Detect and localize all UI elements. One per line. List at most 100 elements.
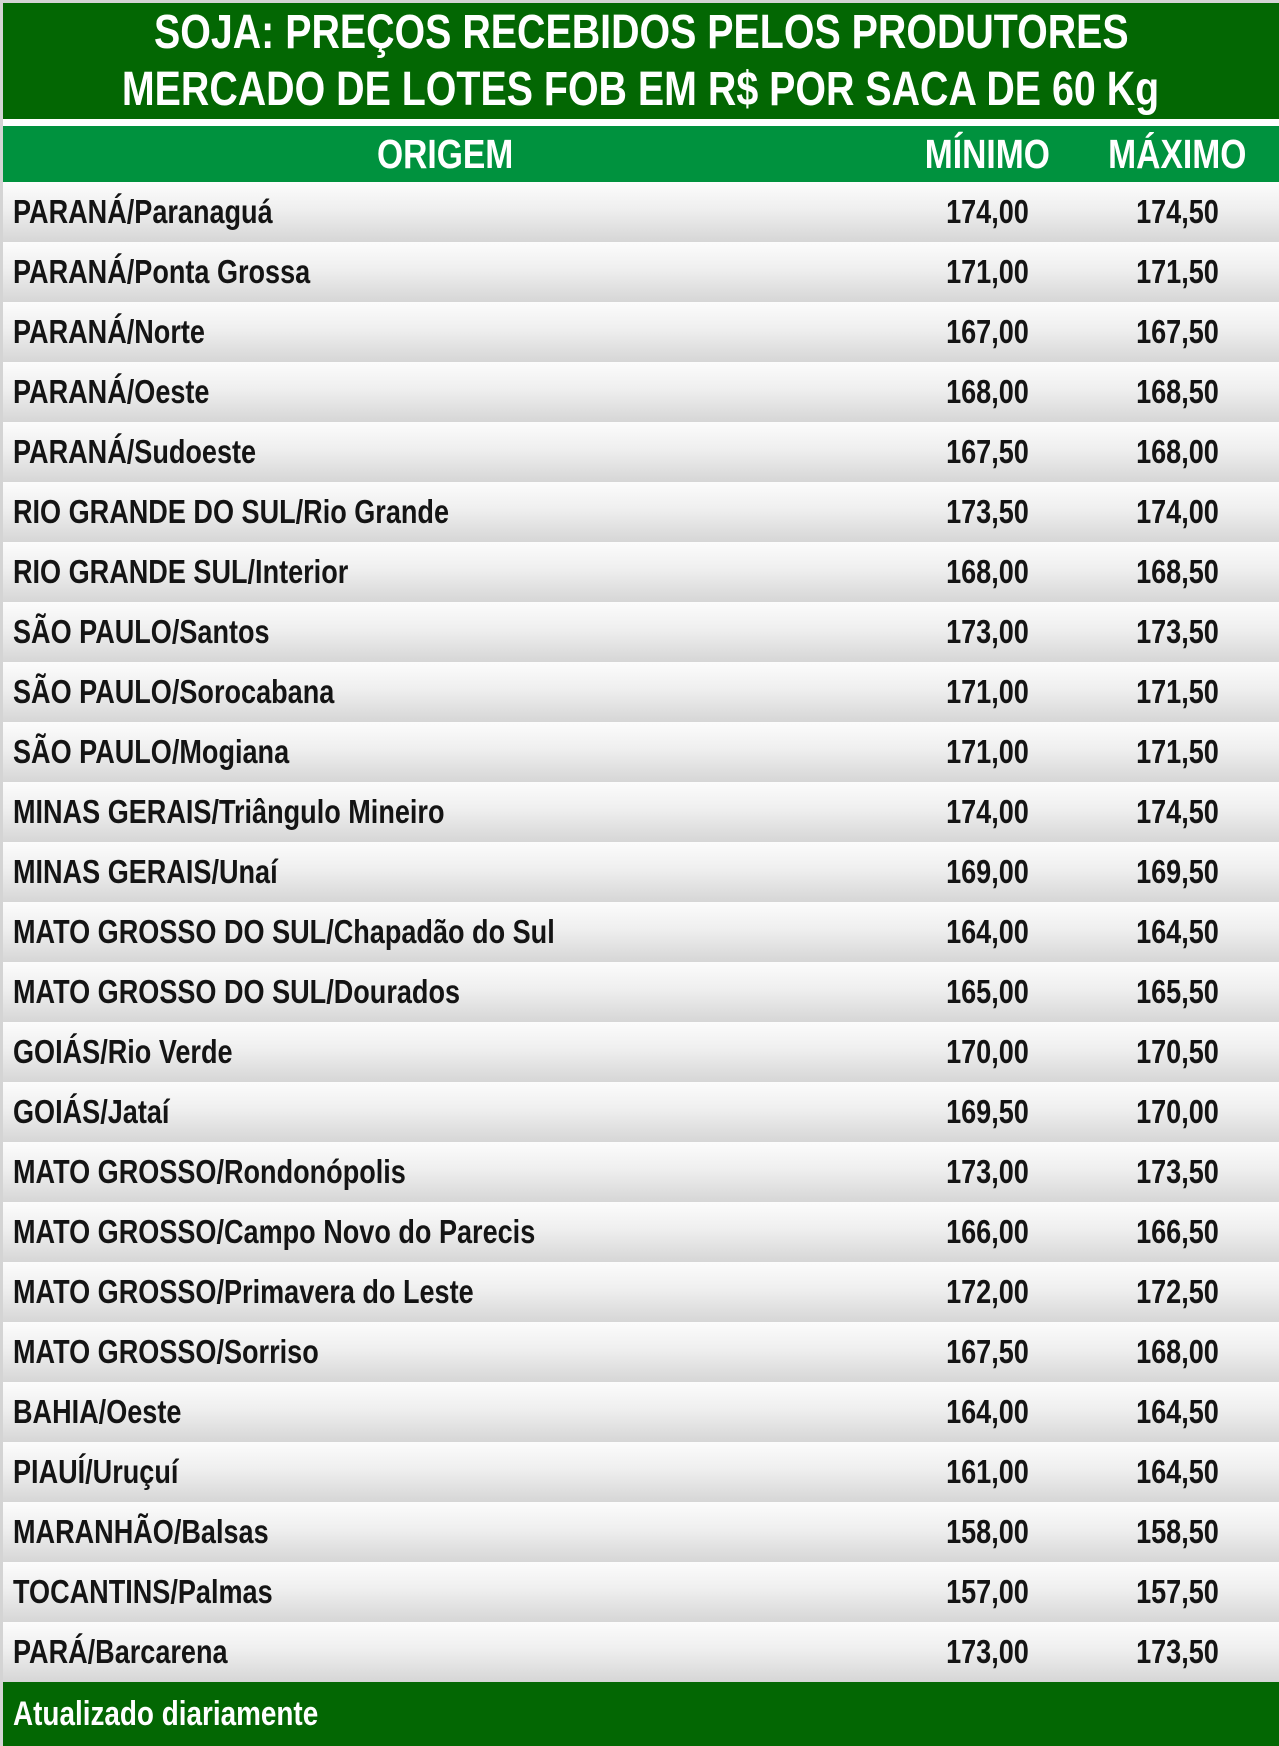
origin-label: PIAUÍ/Uruçuí bbox=[13, 1453, 179, 1490]
max-price-value: 158,50 bbox=[1135, 1513, 1219, 1550]
origin-label: MATO GROSSO/Sorriso bbox=[13, 1333, 319, 1370]
min-price-cell: 165,00 bbox=[897, 973, 1077, 1011]
min-price-cell: 171,00 bbox=[897, 733, 1077, 771]
max-price-value: 168,00 bbox=[1135, 1333, 1219, 1370]
min-price-cell: 172,00 bbox=[897, 1273, 1077, 1311]
max-price-cell: 173,50 bbox=[1087, 613, 1267, 651]
table-row: GOIÁS/Jataí 169,50 170,00 bbox=[3, 1082, 1279, 1142]
origin-label: BAHIA/Oeste bbox=[13, 1393, 182, 1430]
max-price-cell: 164,50 bbox=[1087, 1453, 1267, 1491]
table-body: PARANÁ/Paranaguá 174,00 174,50 PARANÁ/Po… bbox=[3, 182, 1279, 1682]
min-price-value: 166,00 bbox=[945, 1213, 1029, 1250]
min-price-value: 171,00 bbox=[945, 253, 1029, 290]
table-row: RIO GRANDE DO SUL/Rio Grande 173,50 174,… bbox=[3, 482, 1279, 542]
max-price-cell: 171,50 bbox=[1087, 733, 1267, 771]
origin-label: MINAS GERAIS/Triângulo Mineiro bbox=[13, 793, 445, 830]
origin-label: GOIÁS/Jataí bbox=[13, 1093, 170, 1130]
min-price-value: 171,00 bbox=[945, 733, 1029, 770]
max-price-cell: 164,50 bbox=[1087, 913, 1267, 951]
origin-cell: GOIÁS/Rio Verde bbox=[3, 1033, 887, 1071]
min-price-value: 165,00 bbox=[945, 973, 1029, 1010]
table-row: PARANÁ/Sudoeste 167,50 168,00 bbox=[3, 422, 1279, 482]
page-title-line-1: SOJA: PREÇOS RECEBIDOS PELOS PRODUTORES bbox=[47, 8, 1236, 57]
max-price-cell: 174,00 bbox=[1087, 493, 1267, 531]
max-price-value: 168,50 bbox=[1135, 553, 1219, 590]
origin-cell: PARANÁ/Norte bbox=[3, 313, 887, 351]
table-row: MATO GROSSO/Sorriso 167,50 168,00 bbox=[3, 1322, 1279, 1382]
max-price-value: 164,50 bbox=[1135, 1453, 1219, 1490]
min-price-cell: 167,00 bbox=[897, 313, 1077, 351]
table-row: RIO GRANDE SUL/Interior 168,00 168,50 bbox=[3, 542, 1279, 602]
min-price-cell: 158,00 bbox=[897, 1513, 1077, 1551]
max-price-cell: 167,50 bbox=[1087, 313, 1267, 351]
origin-cell: MATO GROSSO/Campo Novo do Parecis bbox=[3, 1213, 887, 1251]
origin-label: PARANÁ/Ponta Grossa bbox=[13, 253, 311, 290]
max-price-cell: 168,00 bbox=[1087, 1333, 1267, 1371]
origin-cell: GOIÁS/Jataí bbox=[3, 1093, 887, 1131]
origin-cell: PIAUÍ/Uruçuí bbox=[3, 1453, 887, 1491]
origin-cell: PARÁ/Barcarena bbox=[3, 1633, 887, 1671]
min-price-cell: 171,00 bbox=[897, 253, 1077, 291]
min-price-value: 173,00 bbox=[945, 1633, 1029, 1670]
column-header-origem: ORIGEM bbox=[3, 131, 887, 178]
min-price-cell: 166,00 bbox=[897, 1213, 1077, 1251]
origin-cell: SÃO PAULO/Mogiana bbox=[3, 733, 887, 771]
max-price-cell: 168,50 bbox=[1087, 373, 1267, 411]
table-row: MINAS GERAIS/Unaí 169,00 169,50 bbox=[3, 842, 1279, 902]
max-price-cell: 171,50 bbox=[1087, 673, 1267, 711]
origin-cell: MATO GROSSO/Primavera do Leste bbox=[3, 1273, 887, 1311]
max-price-cell: 157,50 bbox=[1087, 1573, 1267, 1611]
table-row: PARÁ/Barcarena 173,00 173,50 bbox=[3, 1622, 1279, 1682]
origin-label: SÃO PAULO/Mogiana bbox=[13, 733, 290, 770]
origin-label: MINAS GERAIS/Unaí bbox=[13, 853, 278, 890]
origin-cell: MINAS GERAIS/Unaí bbox=[3, 853, 887, 891]
min-price-cell: 174,00 bbox=[897, 793, 1077, 831]
origin-label: MATO GROSSO/Rondonópolis bbox=[13, 1153, 406, 1190]
min-price-value: 171,00 bbox=[945, 673, 1029, 710]
column-header-maximo: MÁXIMO bbox=[1087, 131, 1267, 178]
origin-cell: MARANHÃO/Balsas bbox=[3, 1513, 887, 1551]
origin-label: MATO GROSSO DO SUL/Chapadão do Sul bbox=[13, 913, 555, 950]
table-row: SÃO PAULO/Sorocabana 171,00 171,50 bbox=[3, 662, 1279, 722]
max-price-cell: 158,50 bbox=[1087, 1513, 1267, 1551]
max-price-cell: 171,50 bbox=[1087, 253, 1267, 291]
max-price-value: 165,50 bbox=[1135, 973, 1219, 1010]
origin-label: GOIÁS/Rio Verde bbox=[13, 1033, 233, 1070]
table-row: SÃO PAULO/Santos 173,00 173,50 bbox=[3, 602, 1279, 662]
max-price-cell: 168,00 bbox=[1087, 433, 1267, 471]
max-price-cell: 170,50 bbox=[1087, 1033, 1267, 1071]
min-price-value: 157,00 bbox=[945, 1573, 1029, 1610]
max-price-value: 171,50 bbox=[1135, 253, 1219, 290]
page-title-line-2: MERCADO DE LOTES FOB EM R$ POR SACA DE 6… bbox=[8, 65, 1273, 114]
max-price-value: 157,50 bbox=[1135, 1573, 1219, 1610]
table-row: PARANÁ/Ponta Grossa 171,00 171,50 bbox=[3, 242, 1279, 302]
header-separator bbox=[3, 119, 1279, 126]
min-price-cell: 164,00 bbox=[897, 913, 1077, 951]
column-header-minimo: MÍNIMO bbox=[897, 131, 1077, 178]
min-price-value: 167,50 bbox=[945, 433, 1029, 470]
min-price-cell: 171,00 bbox=[897, 673, 1077, 711]
min-price-cell: 167,50 bbox=[897, 433, 1077, 471]
origin-cell: MATO GROSSO DO SUL/Chapadão do Sul bbox=[3, 913, 887, 951]
footer-band: Atualizado diariamente bbox=[3, 1682, 1279, 1746]
max-price-value: 168,50 bbox=[1135, 373, 1219, 410]
table-row: MARANHÃO/Balsas 158,00 158,50 bbox=[3, 1502, 1279, 1562]
min-price-value: 174,00 bbox=[945, 793, 1029, 830]
origin-cell: MATO GROSSO DO SUL/Dourados bbox=[3, 973, 887, 1011]
origin-cell: RIO GRANDE DO SUL/Rio Grande bbox=[3, 493, 887, 531]
origin-label: TOCANTINS/Palmas bbox=[13, 1573, 273, 1610]
min-price-cell: 173,00 bbox=[897, 1633, 1077, 1671]
max-price-value: 170,50 bbox=[1135, 1033, 1219, 1070]
max-price-cell: 165,50 bbox=[1087, 973, 1267, 1011]
min-price-value: 174,00 bbox=[945, 193, 1029, 230]
min-price-value: 173,00 bbox=[945, 1153, 1029, 1190]
min-price-value: 169,00 bbox=[945, 853, 1029, 890]
origin-cell: MINAS GERAIS/Triângulo Mineiro bbox=[3, 793, 887, 831]
column-header-origem-text: ORIGEM bbox=[376, 130, 514, 177]
min-price-value: 170,00 bbox=[945, 1033, 1029, 1070]
table-row: GOIÁS/Rio Verde 170,00 170,50 bbox=[3, 1022, 1279, 1082]
table-row: MATO GROSSO/Rondonópolis 173,00 173,50 bbox=[3, 1142, 1279, 1202]
origin-cell: PARANÁ/Oeste bbox=[3, 373, 887, 411]
origin-cell: PARANÁ/Ponta Grossa bbox=[3, 253, 887, 291]
table-row: MATO GROSSO/Campo Novo do Parecis 166,00… bbox=[3, 1202, 1279, 1262]
